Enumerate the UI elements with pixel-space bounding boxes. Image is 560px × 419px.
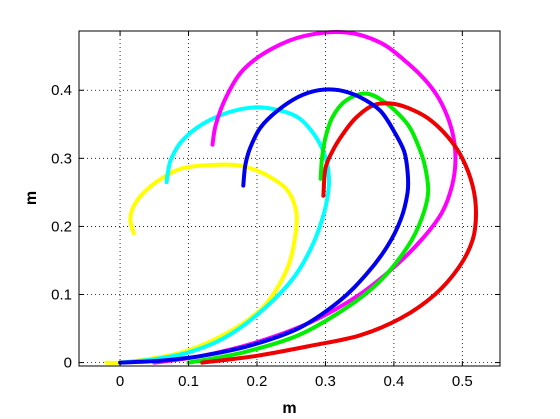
x-tick-label: 0.3 [315,373,336,390]
y-tick-label: 0.4 [51,82,72,99]
series-layer [104,30,478,365]
y-tick-label: 0.3 [51,150,72,167]
x-tick-label: 0 [116,373,124,390]
plot-frame [78,30,501,367]
series-line [200,101,478,365]
y-axis-title: m [23,191,40,205]
x-tick-label: 0.5 [452,373,473,390]
x-tick-label: 0.4 [383,373,404,390]
series-line [104,162,299,365]
ticks: 0 0.1 0.2 0.3 0.4 0.5 0 0.1 0.2 0.3 0.4 [51,31,500,390]
y-tick-label: 0.1 [51,287,72,304]
series-line [186,91,431,365]
x-tick-label: 0.2 [247,373,268,390]
y-tick-label: 0 [64,355,72,372]
x-tick-label: 0.1 [178,373,199,390]
series-line [118,87,411,365]
x-axis-title: m [282,400,296,417]
series-line [152,30,458,365]
y-tick-label: 0.2 [51,218,72,235]
